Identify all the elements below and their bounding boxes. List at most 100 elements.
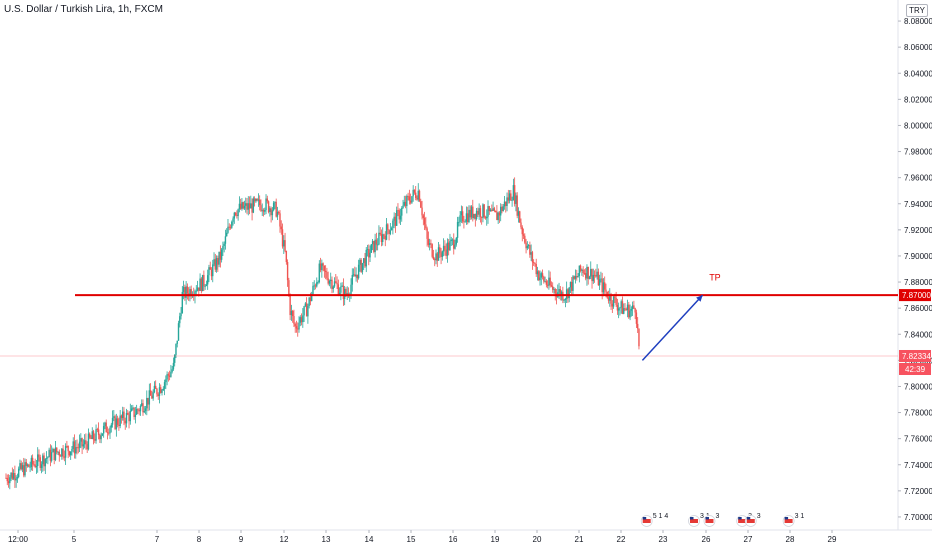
candle-body xyxy=(286,262,289,281)
candle-body xyxy=(549,277,551,286)
candle-body xyxy=(455,237,458,245)
candle-body xyxy=(458,221,460,223)
candle-body xyxy=(186,286,189,294)
event-badge[interactable]: 5 1 4 xyxy=(640,513,668,527)
candle-body xyxy=(355,274,357,277)
candle-body xyxy=(152,392,154,399)
candle-body xyxy=(357,264,360,279)
candle-body xyxy=(578,265,581,277)
candle-body xyxy=(538,271,540,281)
flag-stripe xyxy=(705,519,714,523)
candle-body xyxy=(105,422,107,433)
tp-label: TP xyxy=(709,273,721,283)
candle-body xyxy=(560,291,563,297)
candle-body xyxy=(147,397,149,405)
candle-body xyxy=(293,316,295,324)
candle-body xyxy=(406,195,408,207)
candle-body xyxy=(257,199,260,201)
candle-body xyxy=(420,201,422,208)
candle-body xyxy=(319,263,322,271)
candle-body xyxy=(57,451,59,453)
event-badge[interactable]: 3 1 xyxy=(782,513,804,527)
candle-body xyxy=(94,439,96,441)
y-tick-label: 7.76000 xyxy=(904,435,932,444)
candle-body xyxy=(596,271,598,277)
candle-body xyxy=(546,284,549,286)
candle-body xyxy=(531,252,534,263)
candle-body xyxy=(313,285,315,287)
candle-body xyxy=(148,390,151,405)
candle-body xyxy=(567,289,569,299)
candle-body xyxy=(135,409,138,415)
candle-body xyxy=(488,206,490,212)
candle-body xyxy=(271,210,274,216)
candle-body xyxy=(635,312,638,324)
candle-body xyxy=(170,371,172,377)
x-tick-label: 28 xyxy=(786,535,795,544)
candle-body xyxy=(309,297,312,302)
candle-body xyxy=(437,247,440,261)
flag-canton xyxy=(738,517,742,520)
candle-body xyxy=(343,289,346,300)
candle-body xyxy=(614,296,616,299)
candle-body xyxy=(210,269,213,277)
candle-body xyxy=(387,224,389,230)
candle-body xyxy=(295,326,298,329)
candle-body xyxy=(604,282,606,290)
event-badge[interactable]: 3 xyxy=(744,513,761,527)
candle-body xyxy=(168,375,171,377)
candle-body xyxy=(233,212,236,219)
candle-body xyxy=(501,206,503,212)
candle-body xyxy=(14,473,16,481)
candle-body xyxy=(71,449,73,452)
flag-canton xyxy=(642,517,647,520)
candle-body xyxy=(454,244,456,249)
candle-body xyxy=(162,388,164,391)
candle-body xyxy=(78,441,81,448)
y-tick-label: 7.88000 xyxy=(904,278,932,287)
y-tick-label: 8.02000 xyxy=(904,95,932,104)
candle-body xyxy=(149,390,152,396)
x-tick-label: 19 xyxy=(491,535,500,544)
candle-body xyxy=(174,354,176,363)
candle-body xyxy=(534,263,536,265)
candle-body xyxy=(620,301,622,308)
candle-body xyxy=(10,472,12,478)
candle-body xyxy=(250,203,252,209)
candle-body xyxy=(302,315,304,323)
candle-body xyxy=(62,448,64,457)
event-badge[interactable]: 3 1 xyxy=(688,513,710,527)
candle-body xyxy=(436,253,438,261)
candle-body xyxy=(73,441,76,454)
candle-body xyxy=(478,208,480,215)
x-tick-label: 22 xyxy=(617,535,626,544)
candle-body xyxy=(141,403,143,406)
candle-body xyxy=(6,477,8,482)
candle-body xyxy=(237,209,239,216)
x-tick-label: 13 xyxy=(322,535,331,544)
candle-body xyxy=(179,316,181,324)
candle-body xyxy=(525,242,527,249)
event-badge[interactable]: 3 xyxy=(703,513,720,527)
candle-body xyxy=(477,210,479,215)
x-tick-label: 21 xyxy=(575,535,584,544)
candle-body xyxy=(330,279,332,282)
candle-body xyxy=(548,277,550,286)
candle-body xyxy=(247,203,249,210)
candle-body xyxy=(180,313,182,317)
candle-body xyxy=(619,307,621,309)
candle-body xyxy=(203,274,205,287)
target-arrow-line xyxy=(641,294,704,361)
candle-body xyxy=(20,463,22,470)
candle-body xyxy=(97,429,100,435)
candle-body xyxy=(519,211,521,223)
candle-body xyxy=(43,455,45,467)
currency-label[interactable]: TRY xyxy=(906,4,928,17)
x-tick-label: 12 xyxy=(280,535,289,544)
candle-body xyxy=(474,213,477,219)
flag-stripe xyxy=(642,519,651,523)
candle-body xyxy=(368,249,370,258)
candle-body xyxy=(510,193,512,201)
candle-body xyxy=(185,286,187,298)
